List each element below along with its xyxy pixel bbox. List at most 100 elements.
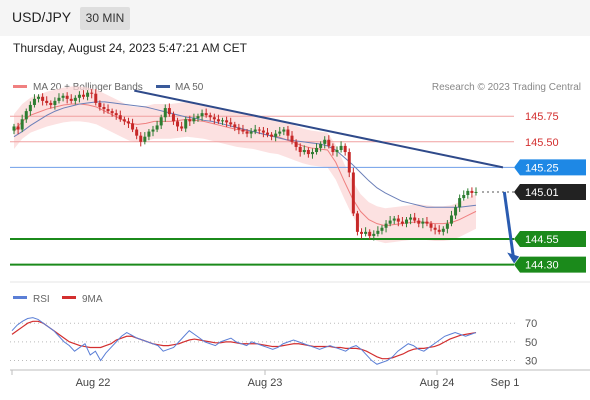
candle-body (425, 221, 429, 224)
candle-body (339, 145, 343, 150)
candle-body (392, 218, 396, 221)
level-tag-support (514, 256, 586, 273)
rsi-tick-label: 50 (525, 337, 537, 349)
candle-body (151, 129, 155, 132)
candle-body (466, 190, 470, 196)
candle-body (310, 152, 314, 155)
candle-body (429, 223, 433, 228)
candle-body (315, 147, 319, 153)
level-label-resistance: 145.50 (525, 137, 559, 149)
candle-body (171, 114, 175, 122)
candle-body (28, 104, 32, 112)
candle-body (37, 96, 41, 99)
candle-body (298, 146, 302, 153)
candle-body (241, 129, 245, 132)
level-label-support: 144.30 (525, 260, 559, 272)
header-bar: USD/JPY 30 MIN (0, 0, 590, 36)
candle-body (470, 190, 474, 193)
candle-body (208, 115, 212, 118)
candle-body (376, 230, 380, 234)
candle-body (400, 221, 404, 224)
legend-swatch-rsi (13, 296, 27, 299)
forecast-arrow-head (507, 252, 520, 264)
candle-body (335, 149, 339, 153)
candle-body (413, 217, 417, 221)
candle-body (290, 135, 294, 142)
candle-body (61, 95, 65, 98)
candle-body (188, 119, 192, 122)
candle-body (163, 108, 167, 118)
legend-swatch-9ma (62, 296, 76, 299)
candle-body (53, 100, 57, 105)
candle-body (94, 93, 98, 103)
candle-body (368, 231, 372, 236)
candle-body (294, 141, 298, 147)
candle-body (441, 228, 445, 232)
candle-body (139, 135, 143, 142)
candle-body (196, 116, 200, 119)
candle-body (155, 125, 159, 130)
candle-body (90, 92, 94, 94)
candle-body (176, 121, 180, 127)
candle-body (282, 129, 286, 132)
candle-body (102, 107, 106, 110)
candle-body (49, 102, 53, 105)
candle-body (143, 136, 147, 142)
candle-body (41, 96, 45, 101)
candle-body (180, 126, 184, 129)
candle-body (159, 117, 163, 126)
candle-body (417, 220, 421, 224)
timeframe-button[interactable]: 30 MIN (80, 7, 130, 30)
candle-body (323, 139, 327, 144)
candle-body (229, 122, 233, 125)
candle-body (380, 227, 384, 231)
candle-body (433, 227, 437, 230)
x-tick-label: Sep 1 (491, 377, 520, 389)
timestamp: Thursday, August 24, 2023 5:47:21 AM CET (13, 41, 247, 55)
legend-swatch-ma50 (156, 85, 170, 88)
candle-body (355, 213, 359, 232)
legend-label-ma20: MA 20 + Bollinger Bands (33, 82, 143, 93)
candle-body (32, 98, 36, 105)
candle-body (331, 145, 335, 153)
candle-body (12, 126, 16, 131)
candle-body (249, 131, 253, 134)
candle-body (131, 123, 135, 130)
candle-body (278, 131, 282, 134)
candle-body (45, 100, 49, 103)
legend-label-9ma: 9MA (82, 294, 103, 305)
candle-body (200, 113, 204, 117)
source-note: Research © 2023 Trading Central (432, 82, 581, 93)
candle-body (449, 215, 453, 224)
candle-body (24, 111, 28, 120)
candle-body (437, 229, 441, 232)
level-label-resistance: 145.75 (525, 111, 559, 123)
level-label-last-price: 145.01 (525, 187, 559, 199)
candle-body (253, 129, 257, 132)
candle-body (306, 149, 310, 155)
candle-body (118, 115, 122, 120)
candle-body (126, 121, 130, 124)
candle-body (384, 223, 388, 228)
candle-body (257, 129, 261, 131)
candle-body (261, 130, 265, 133)
candle-body (86, 92, 90, 97)
candle-body (122, 119, 126, 122)
candle-body (77, 94, 81, 98)
candle-body (204, 113, 208, 116)
candle-body (216, 119, 220, 122)
candle-body (57, 97, 61, 101)
candle-body (167, 108, 171, 115)
candle-body (20, 119, 24, 130)
candle-body (445, 223, 449, 229)
candle-body (360, 231, 364, 234)
candle-body (404, 219, 408, 224)
level-label-pivot: 145.25 (525, 162, 559, 174)
candle-body (73, 97, 77, 101)
candle-body (147, 131, 151, 137)
candle-body (65, 95, 69, 99)
candle-body (233, 124, 237, 128)
legend-label-ma50: MA 50 (175, 82, 204, 93)
